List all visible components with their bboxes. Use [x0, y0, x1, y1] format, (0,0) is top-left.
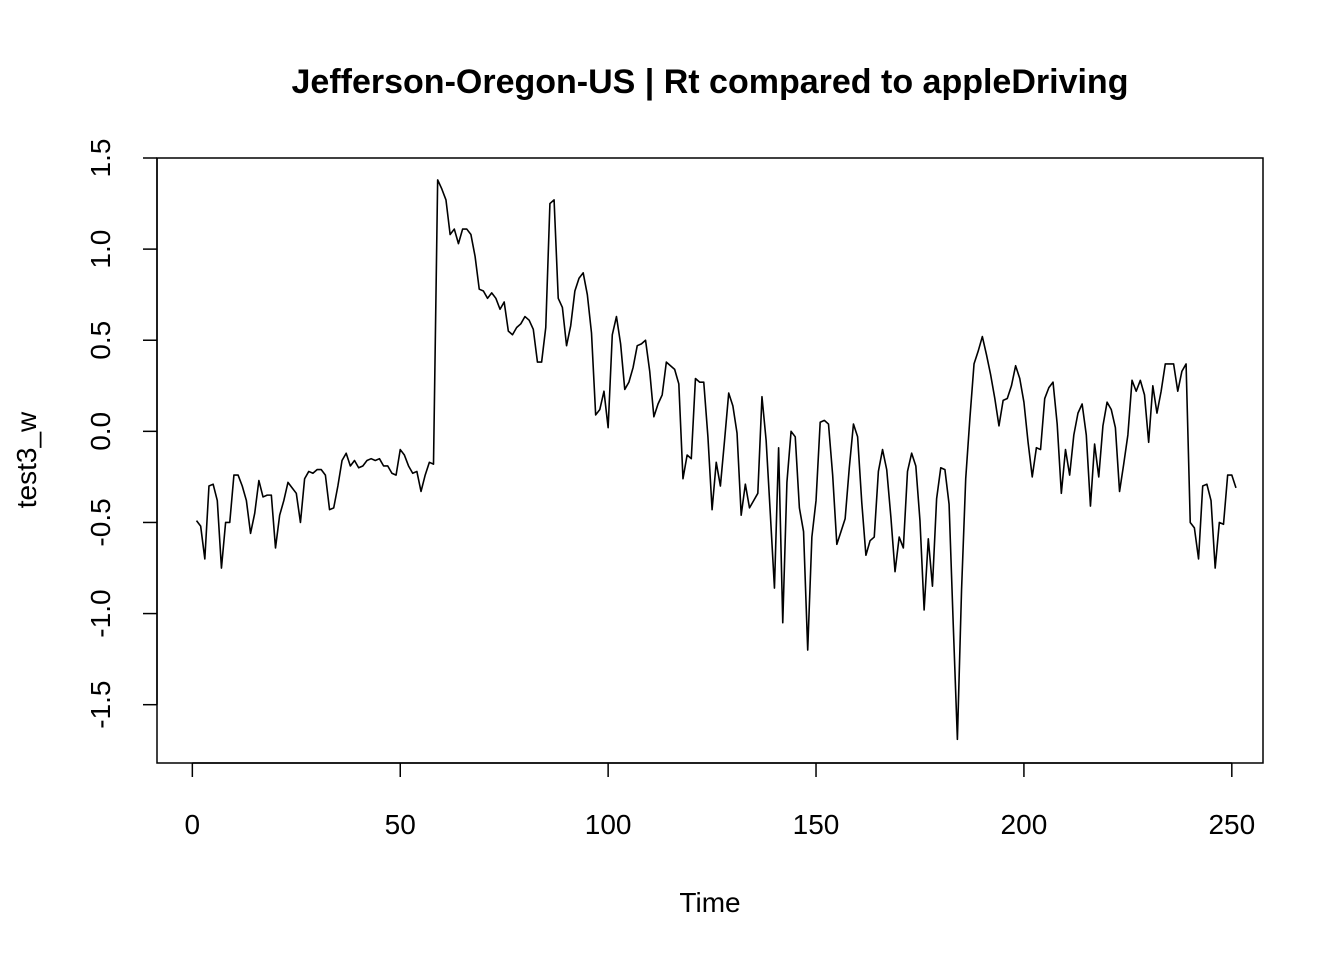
x-axis: 0 50 100 150 200 250 [185, 762, 1255, 840]
y-tick-label: -1.0 [85, 589, 116, 637]
y-axis: -1.5 -1.0 -0.5 0.0 0.5 1.0 1.5 [85, 139, 158, 729]
y-tick-label: 0.0 [85, 412, 116, 451]
x-axis-label: Time [679, 887, 740, 918]
x-tick-label: 200 [1001, 809, 1048, 840]
y-axis-label: test3_w [11, 411, 42, 508]
x-tick-label: 100 [585, 809, 632, 840]
y-tick-label: -0.5 [85, 498, 116, 546]
y-tick-label: -1.5 [85, 681, 116, 729]
x-tick-label: 150 [793, 809, 840, 840]
x-tick-label: 0 [185, 809, 201, 840]
series-line [195, 179, 1237, 741]
x-tick-label: 250 [1208, 809, 1255, 840]
y-tick-label: 1.5 [85, 139, 116, 178]
y-tick-label: 0.5 [85, 321, 116, 360]
y-tick-label: 1.0 [85, 230, 116, 269]
chart-title: Jefferson-Oregon-US | Rt compared to app… [292, 63, 1129, 101]
x-tick-label: 50 [385, 809, 416, 840]
